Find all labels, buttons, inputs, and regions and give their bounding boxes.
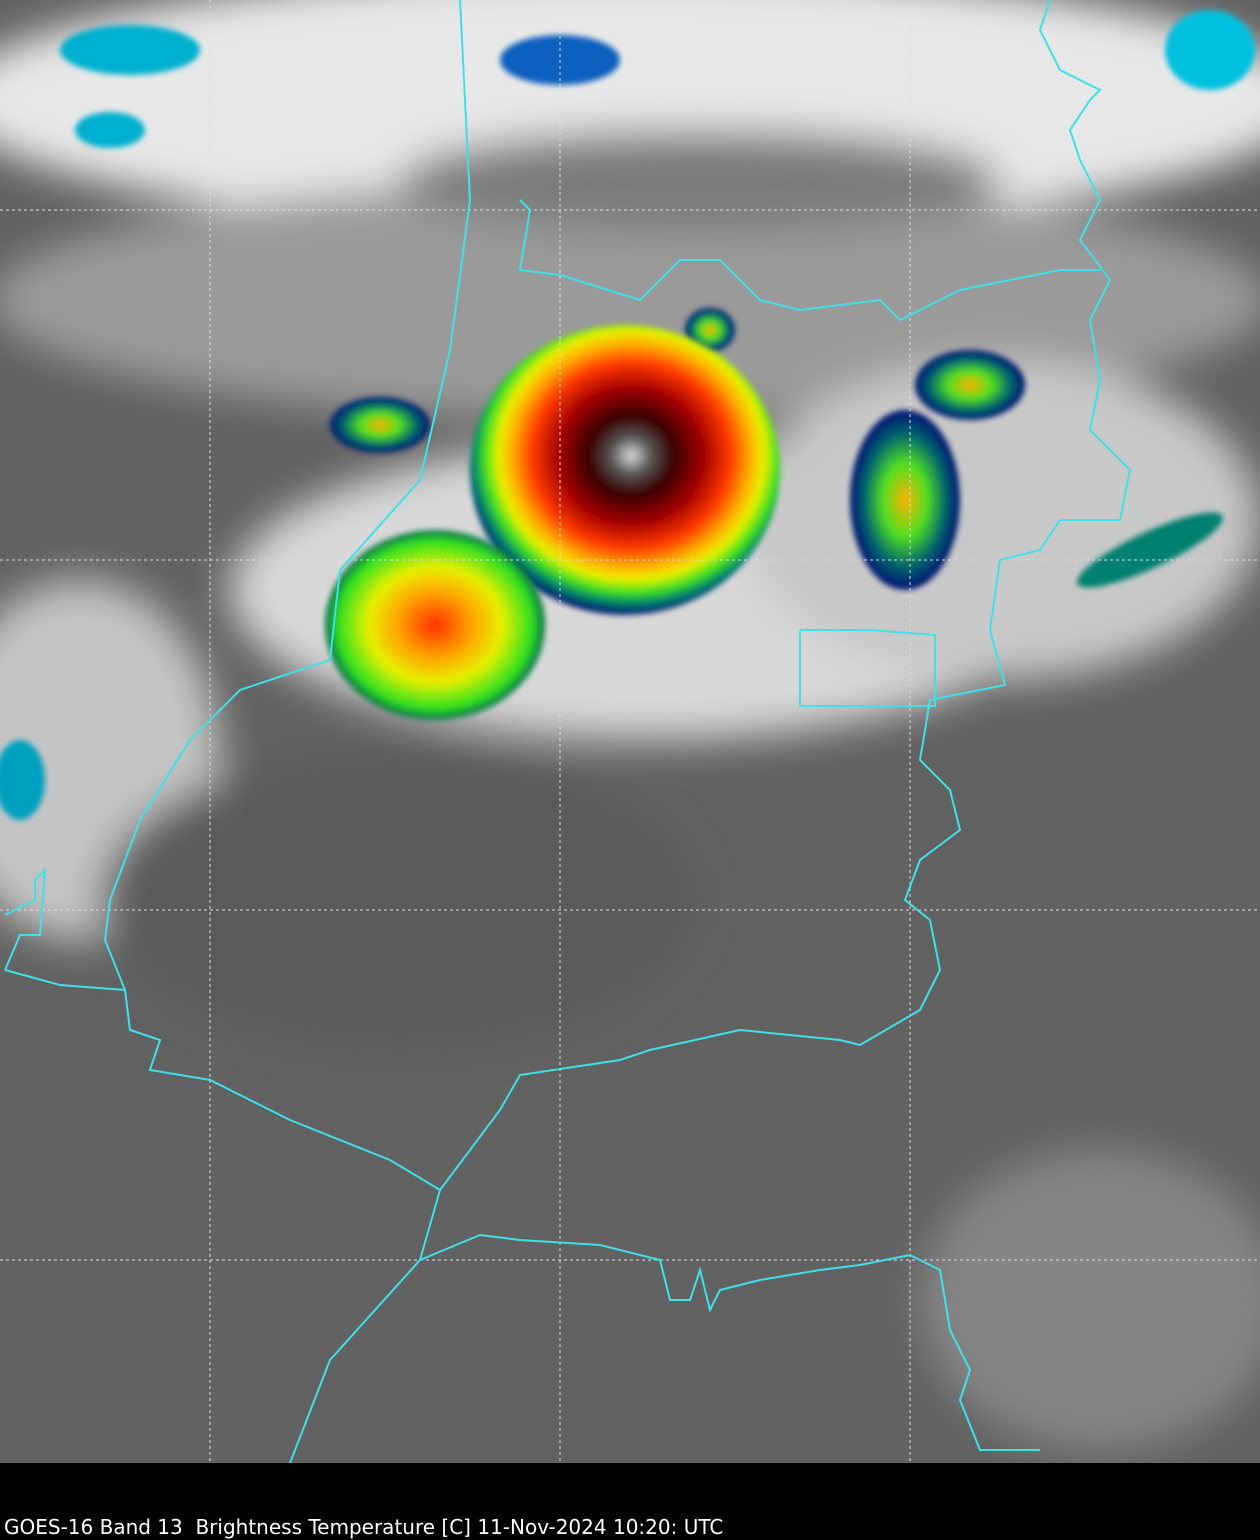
satellite-image (0, 0, 1260, 1464)
cold-cloud-tops (0, 10, 1255, 820)
caption: GOES-16 Band 13 Brightness Temperature [… (4, 1515, 724, 1539)
storm-cell (325, 530, 545, 720)
storm-core (470, 325, 780, 615)
graticule (0, 0, 1260, 1463)
borders (4, 0, 1132, 1464)
